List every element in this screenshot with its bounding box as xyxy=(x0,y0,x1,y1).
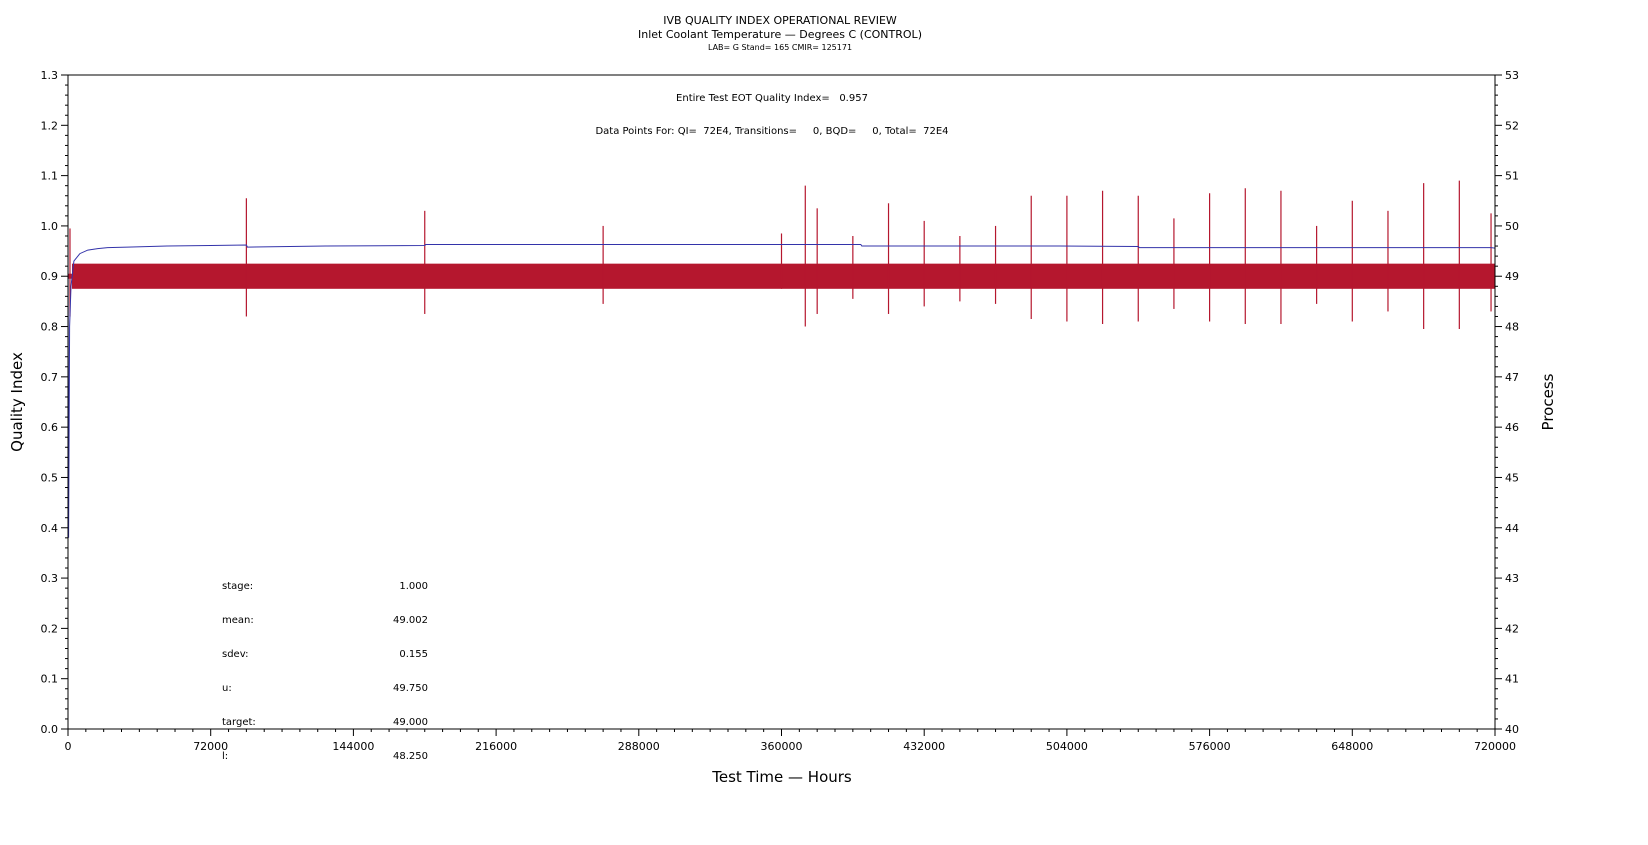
y-right-tick-label: 41 xyxy=(1505,673,1519,686)
x-tick-label: 144000 xyxy=(332,740,374,753)
stat-value: 48.250 xyxy=(393,751,428,762)
stat-value: 1.000 xyxy=(399,581,428,592)
y-right-tick-label: 51 xyxy=(1505,170,1519,183)
plot-area xyxy=(67,180,1496,538)
y-right-tick-label: 49 xyxy=(1505,270,1519,283)
x-tick-label: 648000 xyxy=(1331,740,1373,753)
y-left-tick-label: 0.3 xyxy=(41,572,59,585)
y-right-tick-label: 53 xyxy=(1505,69,1519,82)
y-right-tick-label: 45 xyxy=(1505,471,1519,484)
y-right-tick-label: 52 xyxy=(1505,119,1519,132)
stat-label: l: xyxy=(222,751,228,762)
stat-label: target: xyxy=(222,717,256,728)
quality-index-line xyxy=(67,225,1496,538)
stat-label: u: xyxy=(222,683,232,694)
stat-label: stage: xyxy=(222,581,253,592)
y-right-tick-label: 50 xyxy=(1505,220,1519,233)
y-left-tick-label: 0.6 xyxy=(41,421,59,434)
stat-label: sdev: xyxy=(222,649,248,660)
y-right-axis-label: Process xyxy=(1539,373,1557,430)
x-tick-label: 360000 xyxy=(761,740,803,753)
stats-table: stage: 1.000 mean: 49.002 sdev: 0.155 u: 49.750… xyxy=(222,581,428,762)
x-tick-label: 0 xyxy=(65,740,72,753)
y-right-tick-label: 44 xyxy=(1505,522,1519,535)
stat-value: 49.002 xyxy=(393,615,428,626)
x-tick-label: 720000 xyxy=(1474,740,1516,753)
y-left-tick-label: 0.8 xyxy=(41,321,59,334)
x-tick-label: 504000 xyxy=(1046,740,1088,753)
x-tick-label: 216000 xyxy=(475,740,517,753)
y-right-tick-label: 42 xyxy=(1505,622,1519,635)
chart-title: IVB QUALITY INDEX OPERATIONAL REVIEW xyxy=(663,14,897,27)
stat-value: 49.000 xyxy=(393,717,428,728)
x-tick-label: 432000 xyxy=(903,740,945,753)
x-tick-label: 576000 xyxy=(1189,740,1231,753)
x-tick-label: 72000 xyxy=(193,740,228,753)
chart-subtitle: Inlet Coolant Temperature — Degrees C (C… xyxy=(638,28,922,41)
y-left-tick-label: 0.9 xyxy=(41,270,59,283)
y-left-tick-label: 1.2 xyxy=(41,119,59,132)
y-left-tick-label: 0.7 xyxy=(41,371,59,384)
y-left-tick-label: 0.1 xyxy=(41,673,59,686)
y-right-tick-label: 40 xyxy=(1505,723,1519,736)
y-right-tick-label: 46 xyxy=(1505,421,1519,434)
y-right-tick-label: 47 xyxy=(1505,371,1519,384)
x-tick-label: 288000 xyxy=(618,740,660,753)
stat-value: 0.155 xyxy=(399,649,428,660)
temperature-band xyxy=(71,263,1496,289)
x-axis-label: Test Time — Hours xyxy=(711,768,852,786)
y-left-tick-label: 1.3 xyxy=(41,69,59,82)
y-right-axis-ticks: 40 41 42 43 44 45 46 47 48 49 50 51 52 53 xyxy=(1495,69,1519,736)
eot-quality-index-note: Entire Test EOT Quality Index= 0.957 xyxy=(676,93,868,104)
data-points-note: Data Points For: QI= 72E4, Transitions= … xyxy=(595,126,948,137)
y-left-tick-label: 1.0 xyxy=(41,220,59,233)
stat-label: mean: xyxy=(222,615,254,626)
chart-lab-info: LAB= G Stand= 165 CMIR= 125171 xyxy=(708,43,852,52)
y-left-tick-label: 0.2 xyxy=(41,622,59,635)
y-left-axis-ticks: 0.0 0.1 0.2 0.3 0.4 0.5 0.6 0.7 0.8 0.9 1.0 1.1 1.2 1… xyxy=(41,69,68,736)
x-axis-ticks: 0 72000 144000 216000 288000 360000 432000 5040… xyxy=(65,729,1516,753)
y-left-tick-label: 0.5 xyxy=(41,471,59,484)
y-left-axis-label: Quality Index xyxy=(8,352,26,452)
y-left-tick-label: 0.0 xyxy=(41,723,59,736)
y-left-tick-label: 0.4 xyxy=(41,522,59,535)
y-right-tick-label: 43 xyxy=(1505,572,1519,585)
y-left-tick-label: 1.1 xyxy=(41,170,59,183)
y-right-tick-label: 48 xyxy=(1505,321,1519,334)
stat-value: 49.750 xyxy=(393,683,428,694)
